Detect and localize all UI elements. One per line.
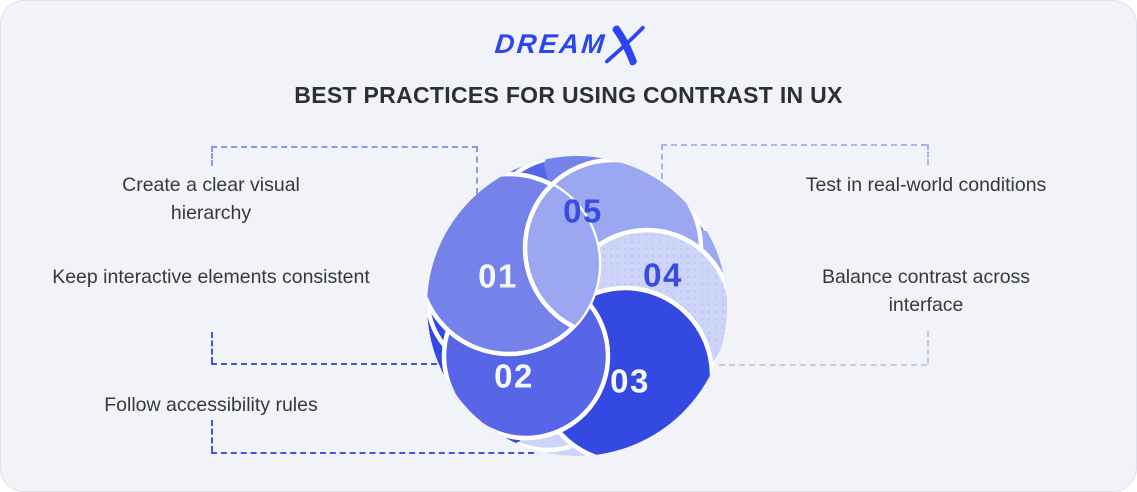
connector-line	[211, 452, 534, 454]
practice-label-5: Test in real-world conditions	[805, 174, 1047, 196]
logo-x-icon	[605, 25, 646, 66]
connector-line	[927, 331, 929, 364]
page-title: BEST PRACTICES FOR USING CONTRAST IN UX	[294, 82, 843, 108]
connector-line	[476, 146, 478, 194]
logo: DREAM	[1, 21, 1136, 67]
segment-number-04: 04	[643, 257, 683, 294]
connector-line	[211, 146, 213, 166]
segment-number-01: 01	[478, 258, 518, 295]
connector-line	[661, 144, 663, 179]
connector-line	[211, 363, 437, 365]
connector-line	[927, 144, 929, 165]
connector-line	[211, 146, 478, 148]
segment-number-05: 05	[563, 193, 603, 230]
connector-line	[719, 364, 927, 366]
logo-wordmark: DREAM	[493, 28, 608, 59]
connector-line	[211, 420, 213, 452]
wheel-segment-05-overlap	[522, 174, 599, 339]
connector-line	[211, 332, 213, 363]
segment-number-02: 02	[494, 358, 534, 395]
connector-line	[661, 144, 927, 146]
segment-number-03: 03	[610, 363, 650, 400]
practice-label-3: Follow accessibility rules	[104, 394, 318, 416]
practice-label-4: Balance contrast across interface	[821, 266, 1031, 316]
contrast-wheel: 01 02 03 04 05	[427, 156, 727, 456]
practice-label-2: Keep interactive elements consistent	[52, 266, 370, 288]
practice-label-1: Create a clear visual hierarchy	[122, 174, 300, 224]
